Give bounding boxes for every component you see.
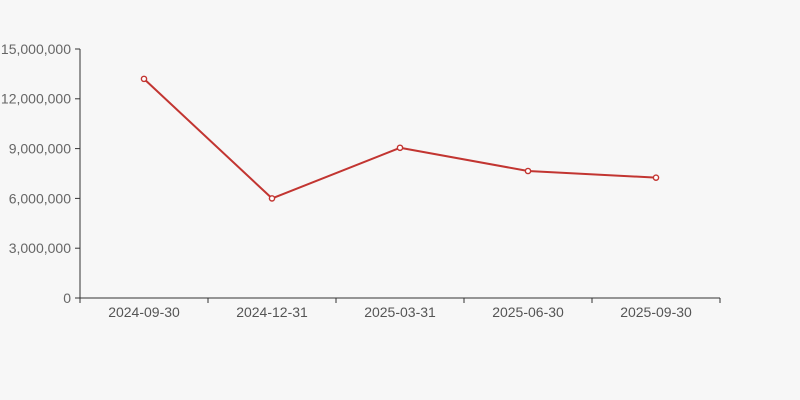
y-axis-tick-label: 15,000,000 bbox=[1, 41, 71, 57]
data-point-marker[interactable] bbox=[140, 75, 148, 83]
data-point-marker[interactable] bbox=[396, 144, 404, 152]
x-axis-tick-label: 2024-12-31 bbox=[236, 304, 308, 320]
data-point-marker[interactable] bbox=[652, 174, 660, 181]
y-axis-tick-label: 9,000,000 bbox=[9, 141, 71, 157]
x-axis-tick-label: 2024-09-30 bbox=[108, 304, 180, 320]
x-axis-tick-label: 2025-09-30 bbox=[620, 304, 692, 320]
y-axis-tick-label: 6,000,000 bbox=[9, 190, 71, 206]
y-axis-tick-label: 3,000,000 bbox=[9, 240, 71, 256]
y-axis-tick-label: 0 bbox=[63, 290, 71, 306]
x-axis-tick-label: 2025-06-30 bbox=[492, 304, 564, 320]
data-point-marker[interactable] bbox=[268, 195, 276, 202]
y-axis-tick-label: 12,000,000 bbox=[1, 91, 71, 107]
data-point-marker[interactable] bbox=[524, 167, 532, 175]
x-axis-tick-label: 2025-03-31 bbox=[364, 304, 436, 320]
series-line bbox=[143, 77, 657, 200]
